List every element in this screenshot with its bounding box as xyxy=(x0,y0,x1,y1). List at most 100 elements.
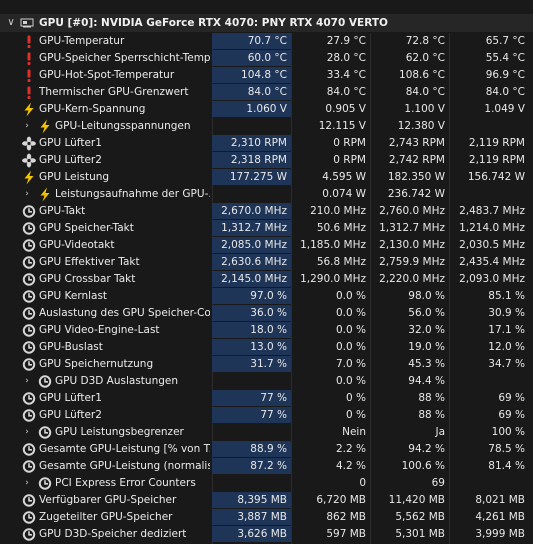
collapse-chevron-icon[interactable]: ∨ xyxy=(7,17,15,28)
avg-value xyxy=(449,475,529,491)
sensor-label: Gesamte GPU-Leistung (normalisi... xyxy=(39,460,210,472)
current-value: 1.060 V xyxy=(212,101,291,117)
sensor-label: PCI Express Error Counters xyxy=(55,477,196,489)
avg-value: 2,030.5 MHz xyxy=(459,239,525,251)
current-value: 77 % xyxy=(212,390,291,406)
min-value: 50.6 MHz xyxy=(316,222,366,234)
current-value: 88.9 % xyxy=(212,441,291,457)
sensor-row[interactable]: GPU Speichernutzung 31.7 % 7.0 % 45.3 % 34.7… xyxy=(0,356,533,373)
max-value: 236.742 W xyxy=(387,188,445,200)
max-value: 5,562 MB xyxy=(395,511,445,523)
min-value: 1,290.0 MHz xyxy=(300,273,366,285)
sensor-row[interactable]: GPU Leistung 177.275 W 4.595 W 182.350 W 156… xyxy=(0,169,533,186)
min-value: 1,185.0 MHz xyxy=(300,239,366,251)
avg-value xyxy=(449,118,529,134)
sensor-row[interactable]: › GPU-Leitungsspannungen 12.115 V 12.380 V xyxy=(0,118,533,135)
max-value: 12.380 V xyxy=(397,120,445,132)
sensor-label: GPU-Videotakt xyxy=(39,239,115,251)
max-value: 45.3 % xyxy=(408,358,445,370)
sensor-row[interactable]: GPU-Buslast 13.0 % 0.0 % 19.0 % 12.0 % xyxy=(0,339,533,356)
sensor-row[interactable]: Gesamte GPU-Leistung [% von T... 88.9 % 2.… xyxy=(0,441,533,458)
clock-icon xyxy=(22,289,36,304)
expand-chevron-icon[interactable]: › xyxy=(25,121,29,131)
sensor-row[interactable]: GPU-Takt 2,670.0 MHz 210.0 MHz 2,760.0 MHz 2… xyxy=(0,203,533,220)
warning-icon xyxy=(22,34,36,49)
sensor-row[interactable]: GPU Lüfter2 2,318 RPM 0 RPM 2,742 RPM 2,119 … xyxy=(0,152,533,169)
current-value: 2,630.6 MHz xyxy=(212,254,291,270)
clock-icon xyxy=(22,255,36,270)
clock-icon xyxy=(22,221,36,236)
sensor-group-header[interactable]: ∨ GPU [#0]: NVIDIA GeForce RTX 4070: PNY… xyxy=(0,14,533,32)
avg-value: 65.7 °C xyxy=(485,35,525,47)
lightning-icon xyxy=(22,102,36,117)
expand-chevron-icon[interactable]: › xyxy=(25,189,29,199)
max-value: 98.0 % xyxy=(408,290,445,302)
sensor-row[interactable]: Auslastung des GPU Speicher-Co... 36.0 % 0… xyxy=(0,305,533,322)
sensor-row[interactable]: Zugeteilter GPU-Speicher 3,887 MB 862 MB 5,… xyxy=(0,509,533,526)
min-value: 27.9 °C xyxy=(326,35,366,47)
sensor-row[interactable]: GPU Effektiver Takt 2,630.6 MHz 56.8 MHz 2,… xyxy=(0,254,533,271)
sensor-label: GPU-Temperatur xyxy=(39,35,125,47)
max-value: 69 xyxy=(431,477,445,489)
expand-chevron-icon[interactable]: › xyxy=(25,427,29,437)
current-value xyxy=(212,186,291,202)
avg-value: 1,214.0 MHz xyxy=(459,222,525,234)
sensor-row[interactable]: GPU-Speicher Sperrschicht-Temp... 60.0 °C… xyxy=(0,50,533,67)
gpu-card-icon xyxy=(20,17,34,29)
column-divider xyxy=(449,33,450,544)
sensor-row[interactable]: GPU Video-Engine-Last 18.0 % 0.0 % 32.0 % 17… xyxy=(0,322,533,339)
sensor-row[interactable]: › GPU Leistungsbegrenzer Nein Ja 100 % xyxy=(0,424,533,441)
sensor-row[interactable]: GPU Lüfter2 77 % 0 % 88 % 69 % xyxy=(0,407,533,424)
avg-value: 69 % xyxy=(498,392,525,404)
current-value: 60.0 °C xyxy=(212,50,291,66)
sensor-row[interactable]: GPU D3D-Speicher dediziert 3,626 MB 597 MB… xyxy=(0,526,533,543)
clock-icon xyxy=(22,442,36,457)
sensor-row[interactable]: GPU-Hot-Spot-Temperatur 104.8 °C 33.4 °C 10… xyxy=(0,67,533,84)
sensor-label: GPU-Takt xyxy=(39,205,86,217)
sensor-row[interactable]: › PCI Express Error Counters 0 69 xyxy=(0,475,533,492)
sensor-row[interactable]: GPU-Videotakt 2,085.0 MHz 1,185.0 MHz 2,130… xyxy=(0,237,533,254)
clock-icon xyxy=(22,323,36,338)
clock-icon xyxy=(22,340,36,355)
sensor-label: Zugeteilter GPU-Speicher xyxy=(39,511,173,523)
expand-chevron-icon[interactable]: › xyxy=(25,478,29,488)
sensor-label: GPU-Buslast xyxy=(39,341,103,353)
avg-value: 2,093.0 MHz xyxy=(459,273,525,285)
max-value: 32.0 % xyxy=(408,324,445,336)
sensor-row[interactable]: Verfügbarer GPU-Speicher 8,395 MB 6,720 MB… xyxy=(0,492,533,509)
avg-value: 84.0 °C xyxy=(485,86,525,98)
max-value: 100.6 % xyxy=(401,460,445,472)
avg-value: 55.4 °C xyxy=(485,52,525,64)
sensor-row[interactable]: Thermischer GPU-Grenzwert 84.0 °C 84.0 °C 8… xyxy=(0,84,533,101)
sensor-row[interactable]: GPU-Kern-Spannung 1.060 V 0.905 V 1.100 V 1.… xyxy=(0,101,533,118)
clock-icon xyxy=(22,459,36,474)
max-value: 182.350 W xyxy=(387,171,445,183)
current-value: 77 % xyxy=(212,407,291,423)
sensor-row[interactable]: GPU Lüfter1 77 % 0 % 88 % 69 % xyxy=(0,390,533,407)
max-value: 2,130.0 MHz xyxy=(379,239,445,251)
clock-icon xyxy=(22,391,36,406)
sensor-row[interactable]: GPU Lüfter1 2,310 RPM 0 RPM 2,743 RPM 2,119 … xyxy=(0,135,533,152)
avg-value: 81.4 % xyxy=(488,460,525,472)
sensor-row[interactable]: Gesamte GPU-Leistung (normalisi... 87.2 %… xyxy=(0,458,533,475)
lightning-icon xyxy=(38,119,52,134)
column-divider xyxy=(370,33,371,544)
sensor-row[interactable]: › GPU D3D Auslastungen 0.0 % 94.4 % xyxy=(0,373,533,390)
sensor-row[interactable]: GPU Speicher-Takt 1,312.7 MHz 50.6 MHz 1,31… xyxy=(0,220,533,237)
sensor-row[interactable]: GPU-Temperatur 70.7 °C 27.9 °C 72.8 °C 65.7 … xyxy=(0,33,533,50)
min-value: 12.115 V xyxy=(318,120,366,132)
max-value: 62.0 °C xyxy=(405,52,445,64)
clock-icon xyxy=(22,493,36,508)
current-value: 1,312.7 MHz xyxy=(212,220,291,236)
sensor-label: GPU Speichernutzung xyxy=(39,358,154,370)
min-value: 0.0 % xyxy=(335,375,366,387)
clock-icon xyxy=(38,374,52,389)
avg-value: 17.1 % xyxy=(488,324,525,336)
avg-value xyxy=(449,186,529,202)
expand-chevron-icon[interactable]: › xyxy=(25,376,29,386)
min-value: 597 MB xyxy=(326,528,366,540)
sensor-row[interactable]: GPU Kernlast 97.0 % 0.0 % 98.0 % 85.1 % xyxy=(0,288,533,305)
sensor-row[interactable]: GPU Crossbar Takt 2,145.0 MHz 1,290.0 MHz 2… xyxy=(0,271,533,288)
sensor-row[interactable]: › Leistungsaufnahme der GPU-... 0.074 W 236… xyxy=(0,186,533,203)
current-value: 87.2 % xyxy=(212,458,291,474)
